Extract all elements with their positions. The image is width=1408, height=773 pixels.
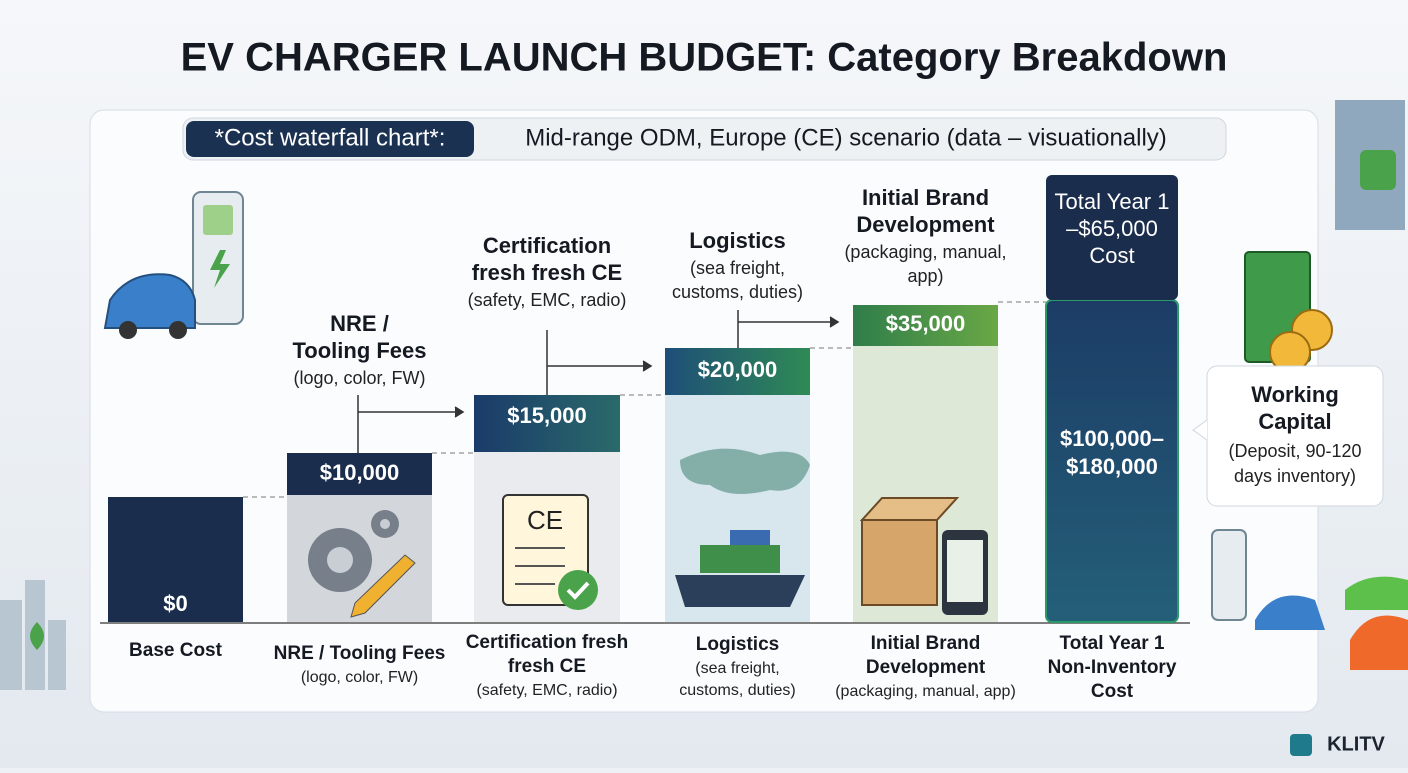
callout-detail: days inventory) [1234, 466, 1356, 486]
callout-title: Capital [1258, 409, 1331, 434]
money-illustration [1244, 251, 1333, 373]
amount: $10,000 [320, 460, 400, 485]
arrows [357, 310, 840, 453]
amount: $0 [163, 591, 187, 616]
category-detail: (sea freight, [695, 660, 779, 677]
step-heading: Certification [483, 233, 611, 258]
bar-header-text: Cost [1089, 243, 1134, 268]
ship-illustration [675, 448, 810, 607]
callout-detail: (Deposit, 90-120 [1228, 441, 1361, 461]
category-label: Development [866, 657, 986, 678]
bar-header [1046, 175, 1178, 300]
amount: $35,000 [886, 311, 966, 336]
category-detail: (packaging, manual, app) [835, 683, 1016, 700]
category-label: NRE / Tooling Fees [274, 643, 446, 664]
logo-mark [1290, 734, 1312, 756]
charger-illustration [103, 191, 244, 339]
amount: $180,000 [1066, 454, 1158, 479]
bar-header-text: –$65,000 [1066, 216, 1158, 241]
bar-header [665, 348, 810, 395]
bar-header [474, 395, 620, 452]
amount: $100,000– [1060, 426, 1164, 451]
step-detail: app) [907, 266, 943, 286]
step-detail: (logo, color, FW) [293, 368, 425, 388]
step-detail: (sea freight, [690, 258, 785, 278]
category-label: fresh CE [508, 656, 586, 677]
step-heading: NRE / [330, 311, 389, 336]
subtitle-text: Mid-range ODM, Europe (CE) scenario (dat… [525, 124, 1167, 151]
category-label: Total Year 1 [1060, 633, 1165, 654]
category-label: Non-Inventory [1048, 657, 1177, 678]
step-detail: customs, duties) [672, 282, 803, 302]
gear-illustration [308, 510, 416, 618]
amount: $15,000 [507, 403, 587, 428]
step-heading: fresh fresh CE [472, 260, 622, 285]
category-label: Cost [1091, 681, 1134, 702]
step-heading: Initial Brand [862, 185, 989, 210]
subtitle-label: *Cost waterfall chart*: [215, 124, 446, 151]
category-label: Base Cost [129, 640, 223, 661]
category-label: Certification fresh [466, 632, 629, 653]
cars-illustration [1211, 529, 1408, 670]
category-detail: (logo, color, FW) [301, 669, 418, 686]
certificate-illustration: CE [502, 494, 598, 610]
category-label: Logistics [696, 634, 779, 655]
logo: KLITV [1327, 733, 1385, 755]
city-illustration [0, 100, 1405, 690]
step-heading: Tooling Fees [292, 338, 426, 363]
svg-text:CE: CE [527, 505, 563, 535]
category-detail: customs, duties) [679, 682, 795, 699]
step-heading: Logistics [689, 228, 786, 253]
bar-body [108, 497, 243, 622]
category-detail: (safety, EMC, radio) [476, 682, 617, 699]
callout-pointer [1192, 419, 1208, 441]
bar-header-text: Total Year 1 [1055, 189, 1170, 214]
category-label: Initial Brand [871, 633, 981, 654]
step-heading: Development [856, 212, 995, 237]
title: EV CHARGER LAUNCH BUDGET: Category Break… [181, 36, 1228, 80]
bar-header [287, 453, 432, 495]
step-detail: (safety, EMC, radio) [468, 290, 627, 310]
subtitle-label-box [186, 121, 474, 157]
bar-header [853, 305, 998, 346]
amount: $20,000 [698, 357, 778, 382]
callout-title: Working [1251, 382, 1339, 407]
connectors [243, 301, 1046, 498]
step-detail: (packaging, manual, [844, 242, 1006, 262]
box-illustration [859, 497, 988, 615]
